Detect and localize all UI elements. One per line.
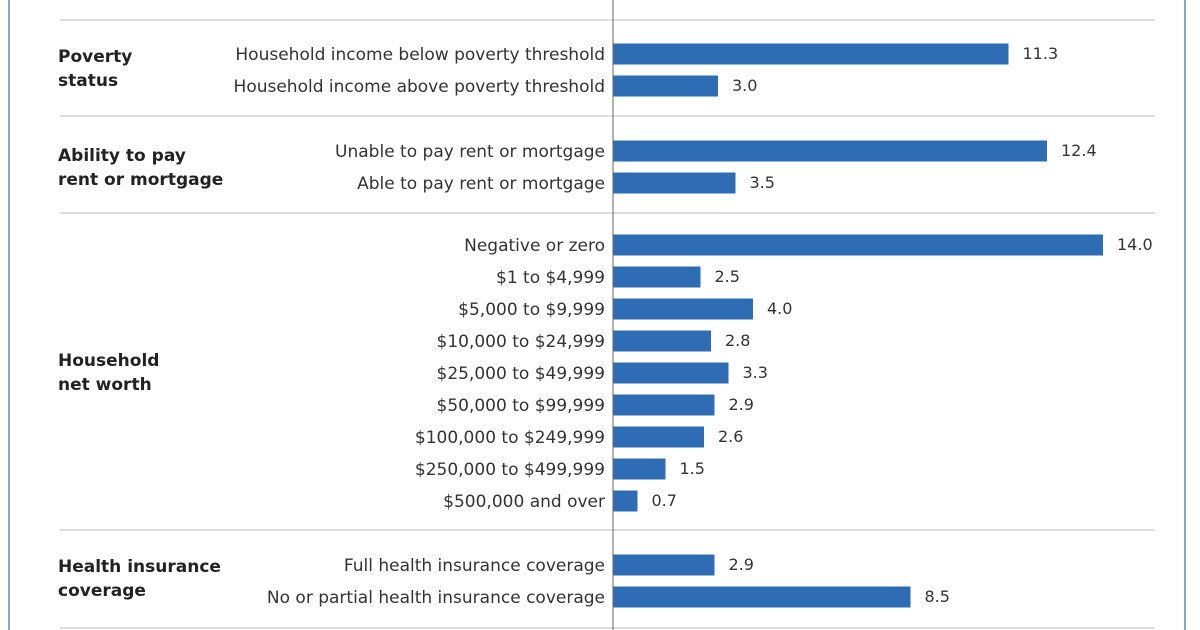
bar — [613, 43, 1009, 65]
category-label: Unable to pay rent or mortgage — [335, 142, 605, 162]
category-label: Full health insurance coverage — [344, 556, 605, 576]
category-label: $250,000 to $499,999 — [415, 460, 605, 480]
value-label: 4.0 — [767, 299, 792, 318]
category-label: $1 to $4,999 — [496, 268, 605, 288]
category-label: $5,000 to $9,999 — [458, 300, 605, 320]
y-axis-line — [612, 0, 614, 630]
bar — [613, 362, 729, 384]
category-label: Household income below poverty threshold — [235, 45, 605, 65]
group-label: status — [58, 71, 118, 91]
value-label: 2.6 — [718, 427, 743, 446]
bar — [613, 490, 638, 512]
group-label: rent or mortgage — [58, 170, 223, 190]
category-label: $500,000 and over — [443, 492, 605, 512]
category-label: Negative or zero — [464, 236, 605, 256]
value-label: 3.0 — [732, 76, 757, 95]
value-label: 1.5 — [680, 459, 705, 478]
value-label: 0.7 — [652, 491, 677, 510]
bar — [613, 586, 911, 608]
group-label: Ability to pay — [58, 146, 186, 166]
value-label: 11.3 — [1023, 44, 1059, 63]
category-label: Able to pay rent or mortgage — [357, 174, 605, 194]
value-label: 3.5 — [750, 173, 775, 192]
category-label: $100,000 to $249,999 — [415, 428, 605, 448]
bar — [613, 394, 715, 416]
value-label: 2.9 — [729, 395, 754, 414]
value-label: 2.5 — [715, 267, 740, 286]
frame-left-border — [8, 0, 10, 630]
bar — [613, 330, 711, 352]
bar — [613, 426, 704, 448]
group-label: Poverty — [58, 47, 132, 67]
group-divider — [60, 212, 1155, 214]
category-label: $50,000 to $99,999 — [437, 396, 605, 416]
value-label: 12.4 — [1061, 141, 1097, 160]
category-label: $25,000 to $49,999 — [437, 364, 605, 384]
value-label: 2.9 — [729, 555, 754, 574]
group-label: coverage — [58, 581, 146, 601]
category-label: Household income above poverty threshold — [234, 77, 605, 97]
category-label: $10,000 to $24,999 — [437, 332, 605, 352]
category-label: No or partial health insurance coverage — [267, 588, 605, 608]
group-divider — [60, 627, 1155, 629]
value-label: 3.3 — [743, 363, 768, 382]
frame-right-border — [1184, 0, 1186, 630]
bar — [613, 172, 736, 194]
value-label: 14.0 — [1117, 235, 1153, 254]
bar — [613, 298, 753, 320]
value-label: 2.8 — [725, 331, 750, 350]
bar — [613, 554, 715, 576]
value-label: 8.5 — [925, 587, 950, 606]
group-divider — [60, 529, 1155, 531]
group-label: net worth — [58, 375, 152, 395]
group-divider — [60, 115, 1155, 117]
bar — [613, 140, 1047, 162]
group-label: Household — [58, 351, 159, 371]
bar — [613, 458, 666, 480]
group-divider — [60, 19, 1155, 21]
group-label: Health insurance — [58, 557, 221, 577]
bar — [613, 75, 718, 97]
bar — [613, 266, 701, 288]
bar — [613, 234, 1103, 256]
